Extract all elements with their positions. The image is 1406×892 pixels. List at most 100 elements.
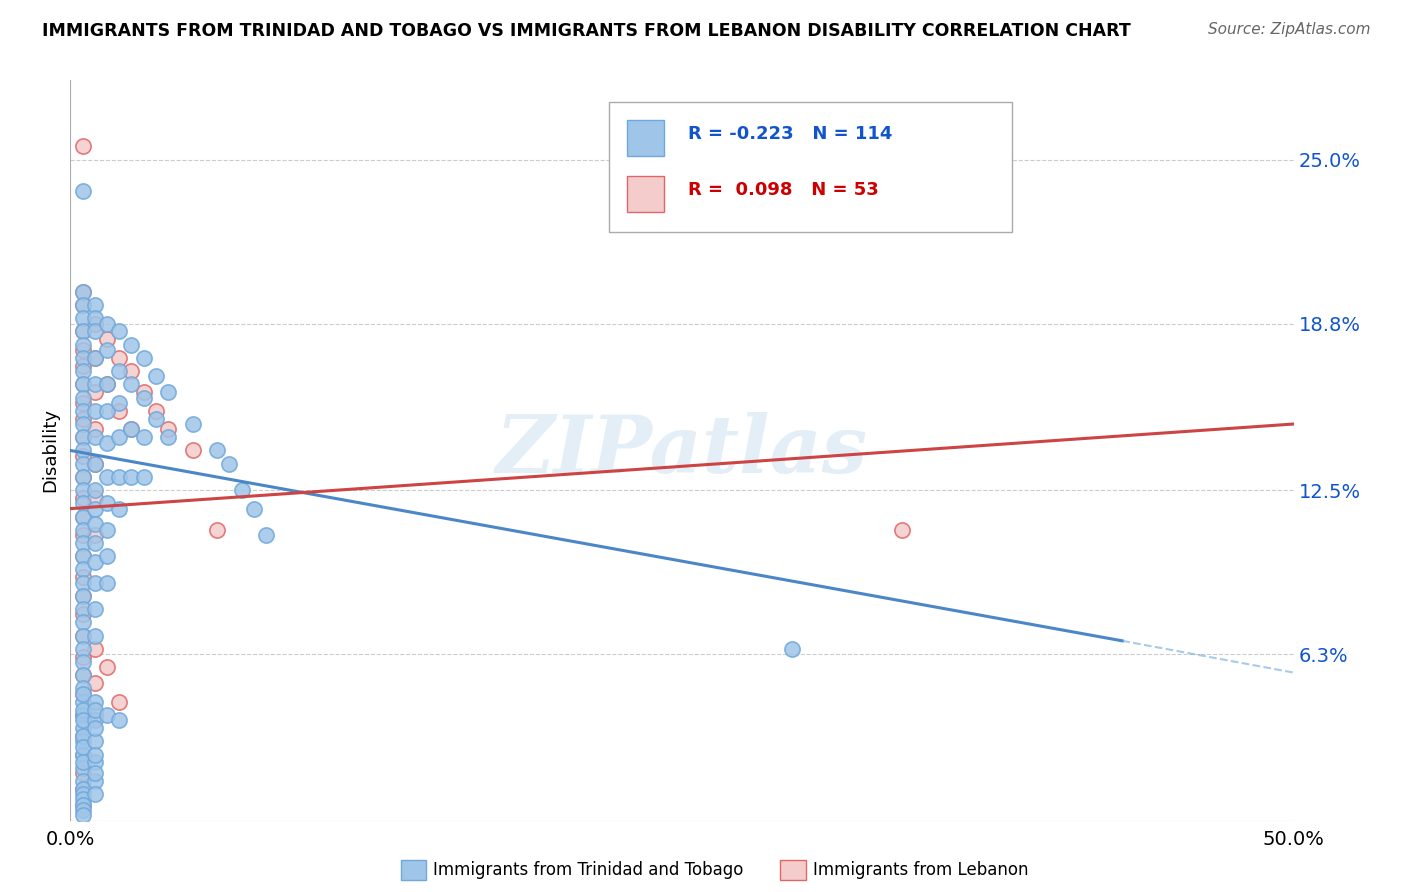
Point bbox=[72, 761, 94, 775]
Point bbox=[72, 615, 94, 630]
Point bbox=[780, 641, 803, 656]
Point bbox=[72, 607, 94, 622]
Point bbox=[72, 430, 94, 444]
Point bbox=[96, 549, 118, 564]
Y-axis label: Disability: Disability bbox=[41, 409, 59, 492]
Point bbox=[96, 435, 118, 450]
Point bbox=[72, 797, 94, 812]
Point bbox=[72, 747, 94, 762]
Point bbox=[83, 628, 105, 642]
Point bbox=[83, 351, 105, 365]
Point bbox=[83, 298, 105, 312]
Point bbox=[121, 422, 143, 436]
Point bbox=[157, 430, 180, 444]
Point bbox=[72, 792, 94, 806]
Point bbox=[72, 351, 94, 365]
Point bbox=[72, 756, 94, 770]
Point bbox=[96, 470, 118, 484]
Point bbox=[83, 787, 105, 801]
Point bbox=[72, 430, 94, 444]
Point bbox=[96, 317, 118, 331]
Point bbox=[121, 377, 143, 392]
Point bbox=[72, 781, 94, 796]
Point bbox=[96, 377, 118, 392]
Point bbox=[205, 443, 228, 458]
Point bbox=[132, 385, 155, 400]
Point bbox=[891, 523, 914, 537]
Point bbox=[72, 343, 94, 357]
Point bbox=[72, 509, 94, 524]
Text: R = -0.223   N = 114: R = -0.223 N = 114 bbox=[688, 125, 893, 143]
Point bbox=[108, 396, 131, 410]
Point bbox=[132, 351, 155, 365]
Point bbox=[96, 404, 118, 418]
Point bbox=[72, 734, 94, 748]
Point bbox=[83, 501, 105, 516]
Point bbox=[96, 377, 118, 392]
Point bbox=[72, 285, 94, 299]
Point bbox=[72, 364, 94, 378]
Point bbox=[72, 457, 94, 471]
Point bbox=[72, 139, 94, 153]
Point bbox=[83, 317, 105, 331]
Point bbox=[83, 385, 105, 400]
Point bbox=[72, 285, 94, 299]
Point bbox=[72, 443, 94, 458]
Point bbox=[121, 337, 143, 351]
Point bbox=[254, 528, 277, 542]
FancyBboxPatch shape bbox=[627, 120, 664, 156]
Point bbox=[96, 660, 118, 674]
Point bbox=[72, 470, 94, 484]
Point bbox=[83, 483, 105, 497]
Point bbox=[72, 325, 94, 339]
Text: Source: ZipAtlas.com: Source: ZipAtlas.com bbox=[1208, 22, 1371, 37]
Point bbox=[72, 687, 94, 701]
Point bbox=[72, 695, 94, 709]
Point bbox=[83, 734, 105, 748]
Point bbox=[72, 377, 94, 392]
Point bbox=[72, 325, 94, 339]
Point bbox=[72, 311, 94, 326]
Point bbox=[83, 528, 105, 542]
FancyBboxPatch shape bbox=[609, 103, 1012, 232]
Point bbox=[72, 707, 94, 722]
Text: R =  0.098   N = 53: R = 0.098 N = 53 bbox=[688, 181, 879, 199]
Point bbox=[72, 298, 94, 312]
Point bbox=[72, 470, 94, 484]
Point bbox=[83, 766, 105, 780]
Point bbox=[72, 589, 94, 603]
Point bbox=[72, 570, 94, 584]
Point bbox=[72, 781, 94, 796]
Point bbox=[181, 443, 204, 458]
Point bbox=[72, 803, 94, 817]
Point bbox=[72, 411, 94, 425]
Point bbox=[108, 695, 131, 709]
Point bbox=[83, 602, 105, 616]
Point bbox=[132, 470, 155, 484]
Point bbox=[72, 713, 94, 727]
Point bbox=[72, 185, 94, 199]
Point bbox=[72, 549, 94, 564]
Point bbox=[72, 655, 94, 669]
Point bbox=[83, 311, 105, 326]
Point bbox=[72, 449, 94, 463]
Point bbox=[72, 509, 94, 524]
Point bbox=[108, 325, 131, 339]
Point bbox=[108, 430, 131, 444]
Point bbox=[231, 483, 253, 497]
Text: Immigrants from Lebanon: Immigrants from Lebanon bbox=[813, 861, 1028, 879]
Point bbox=[72, 641, 94, 656]
Point bbox=[72, 359, 94, 373]
Point bbox=[72, 575, 94, 590]
Point bbox=[72, 536, 94, 550]
Point bbox=[72, 496, 94, 510]
Point bbox=[132, 430, 155, 444]
Point bbox=[72, 747, 94, 762]
Point bbox=[108, 713, 131, 727]
Point bbox=[83, 575, 105, 590]
Point bbox=[83, 721, 105, 735]
Point bbox=[72, 703, 94, 717]
Point bbox=[121, 364, 143, 378]
Text: ZIPatlas: ZIPatlas bbox=[496, 412, 868, 489]
Point bbox=[83, 517, 105, 532]
